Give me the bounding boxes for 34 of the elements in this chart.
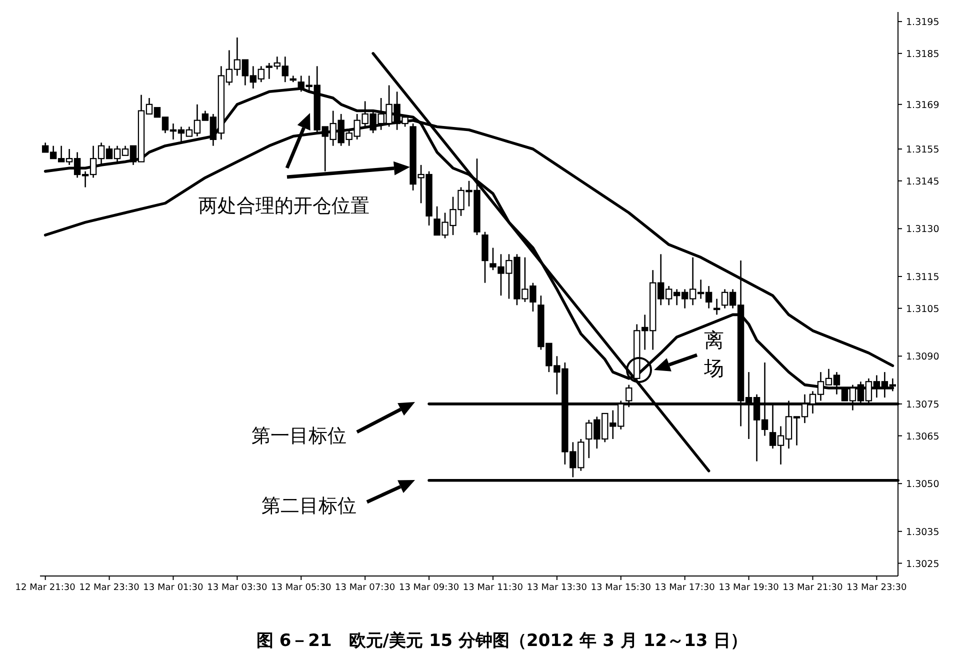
candlestick: [713, 298, 720, 316]
y-tick-label: 1.3169: [906, 100, 940, 111]
x-tick-label: 13 Mar 01:30: [143, 583, 204, 593]
annotation: 两处合理的开仓位置: [198, 195, 370, 217]
x-tick-label: 13 Mar 11:30: [462, 583, 524, 593]
x-tick-label: 13 Mar 13:30: [526, 583, 588, 593]
y-tick-label: 1.3115: [906, 272, 940, 283]
x-tick-label: 13 Mar 07:30: [335, 583, 396, 593]
x-tick-label: 13 Mar 15:30: [590, 583, 652, 593]
x-tick-label: 13 Mar 19:30: [718, 583, 780, 593]
annotation: 第二目标位: [262, 495, 356, 517]
x-tick-label: 13 Mar 03:30: [207, 583, 268, 593]
annotation: 离场: [703, 328, 724, 380]
x-tick-label: 12 Mar 21:30: [15, 583, 76, 593]
y-tick-label: 1.3035: [906, 526, 940, 538]
x-tick-label: 12 Mar 23:30: [79, 583, 140, 593]
annotation: 第一目标位: [252, 425, 346, 447]
y-tick-label: 1.3050: [906, 479, 940, 490]
y-tick-label: 1.3065: [906, 431, 940, 442]
x-tick-label: 13 Mar 21:30: [782, 583, 844, 593]
y-tick-label: 1.3195: [906, 17, 940, 28]
y-tick-label: 1.3185: [906, 48, 940, 60]
x-tick-label: 13 Mar 23:30: [846, 583, 907, 593]
y-tick-label: 1.3145: [906, 176, 940, 188]
x-tick-label: 13 Mar 09:30: [398, 583, 460, 593]
y-tick-label: 1.3075: [906, 399, 940, 410]
y-tick-label: 1.3090: [906, 352, 940, 363]
y-tick-label: 1.3025: [906, 558, 940, 570]
x-tick-label: 13 Mar 17:30: [654, 583, 716, 593]
y-tick-label: 1.3130: [906, 224, 940, 236]
y-tick-label: 1.3105: [906, 304, 940, 315]
x-tick-label: 13 Mar 05:30: [271, 583, 332, 593]
y-tick-label: 1.3155: [906, 144, 940, 156]
text: 图 6－21 欧元/美元 15 分钟图（2012 年 3 月 12～13 日）: [256, 631, 748, 651]
